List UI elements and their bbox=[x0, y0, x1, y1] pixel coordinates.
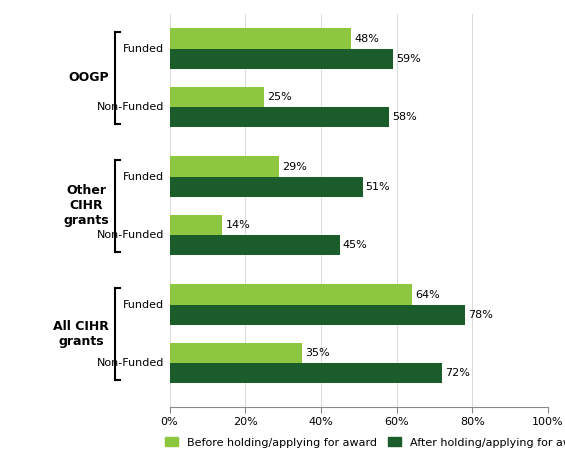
Text: OOGP: OOGP bbox=[68, 71, 109, 85]
Text: 29%: 29% bbox=[282, 162, 307, 171]
Text: Non-Funded: Non-Funded bbox=[97, 102, 164, 112]
Text: Funded: Funded bbox=[123, 172, 164, 182]
Text: 25%: 25% bbox=[267, 92, 292, 102]
Text: 64%: 64% bbox=[415, 290, 440, 299]
Text: Funded: Funded bbox=[123, 44, 164, 54]
Bar bbox=[170, 305, 465, 325]
Text: 48%: 48% bbox=[354, 34, 379, 43]
Bar bbox=[170, 342, 302, 363]
Text: Non-Funded: Non-Funded bbox=[97, 358, 164, 368]
Text: 58%: 58% bbox=[392, 112, 417, 122]
Bar bbox=[170, 49, 393, 69]
Bar bbox=[170, 235, 340, 255]
Text: 51%: 51% bbox=[366, 182, 390, 192]
Legend: Before holding/applying for award, After holding/applying for award: Before holding/applying for award, After… bbox=[160, 433, 565, 452]
Bar bbox=[170, 86, 264, 107]
Bar bbox=[170, 28, 351, 49]
Text: 45%: 45% bbox=[343, 240, 368, 250]
Text: Other
CIHR
grants: Other CIHR grants bbox=[63, 184, 109, 227]
Text: 14%: 14% bbox=[225, 220, 250, 230]
Bar bbox=[170, 157, 279, 177]
Bar bbox=[170, 363, 442, 383]
Text: Non-Funded: Non-Funded bbox=[97, 230, 164, 240]
Text: 59%: 59% bbox=[396, 54, 420, 64]
Bar bbox=[170, 285, 412, 305]
Text: 78%: 78% bbox=[468, 310, 493, 320]
Bar bbox=[170, 177, 363, 197]
Bar bbox=[170, 107, 389, 128]
Bar bbox=[170, 214, 223, 235]
Text: 72%: 72% bbox=[445, 368, 470, 378]
Text: 35%: 35% bbox=[305, 348, 329, 358]
Text: All CIHR
grants: All CIHR grants bbox=[53, 320, 109, 348]
Text: Funded: Funded bbox=[123, 300, 164, 310]
